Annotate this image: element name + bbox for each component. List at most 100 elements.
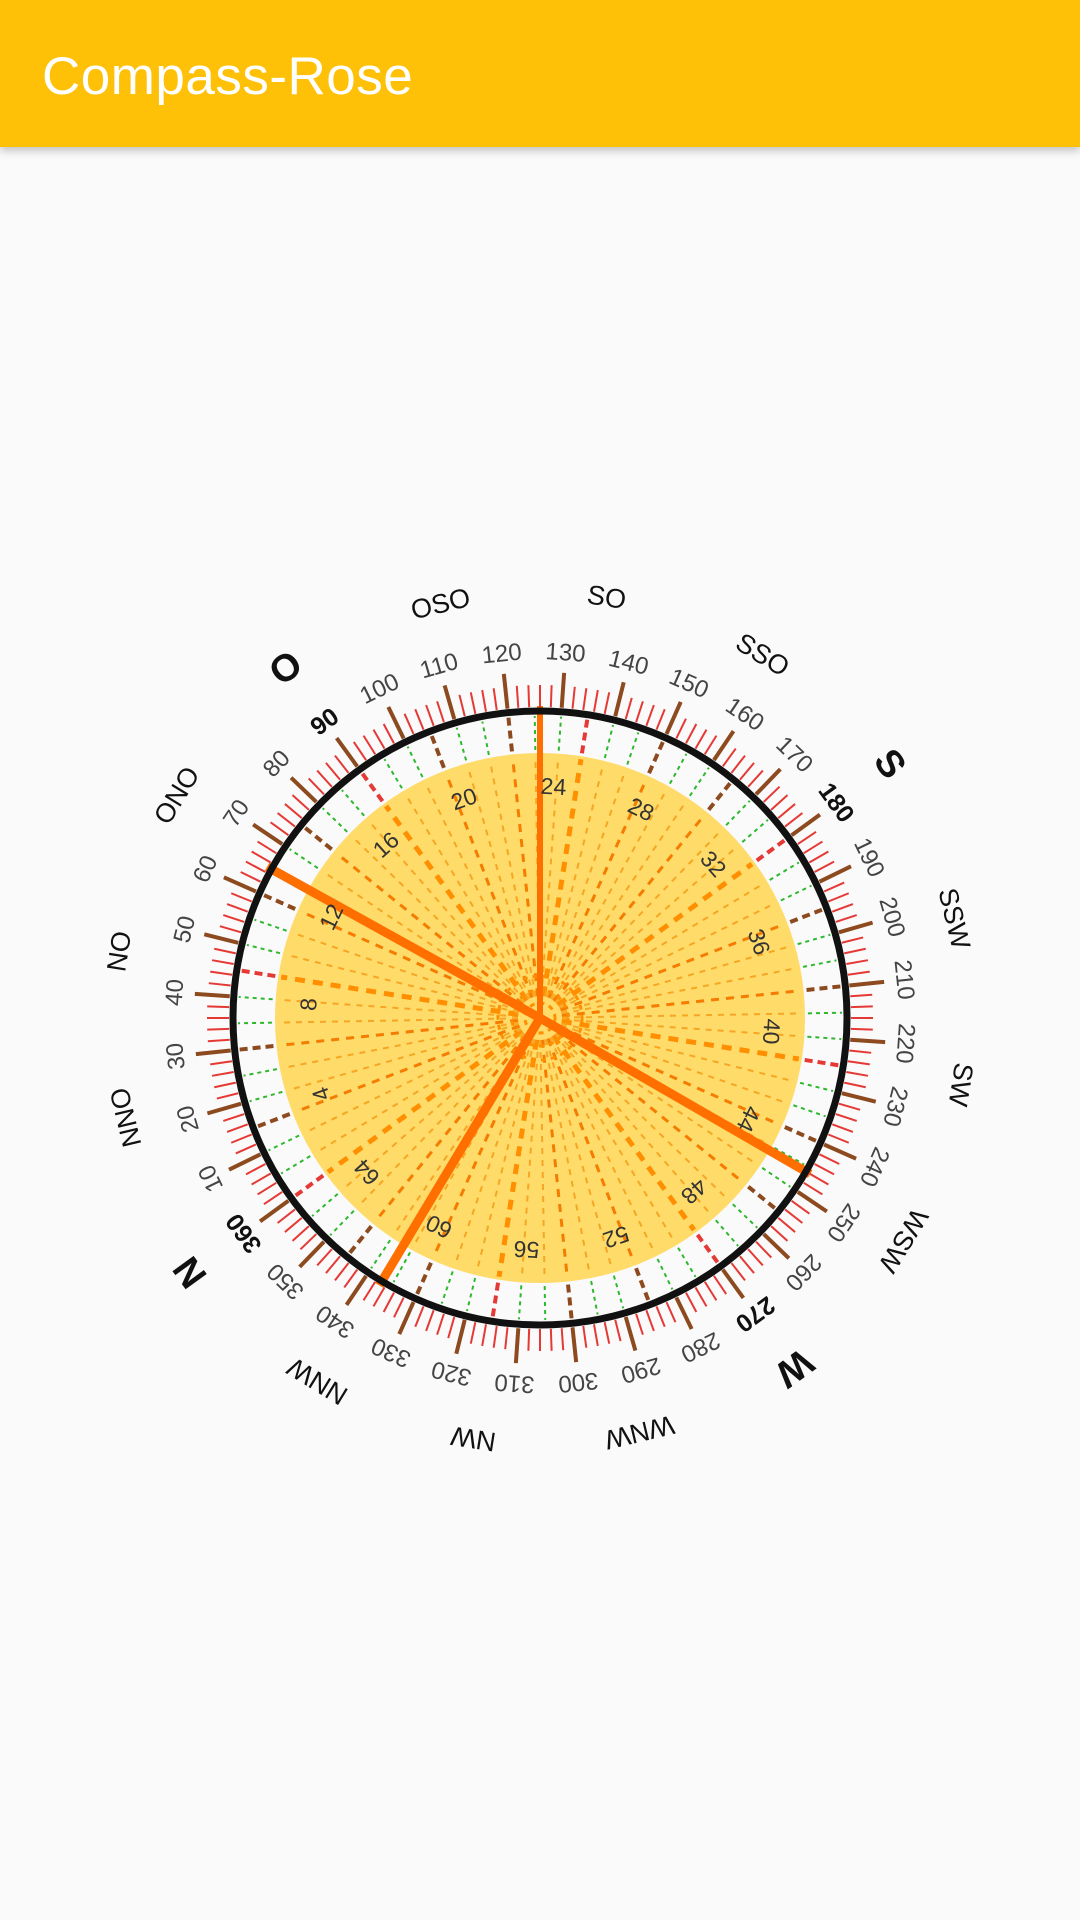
inner-spoke	[432, 1037, 533, 1258]
minor-tick	[814, 1163, 835, 1176]
minor-tick	[362, 735, 377, 755]
degree-label-360: 360	[220, 1208, 267, 1258]
degree-label-220: 220	[890, 1023, 920, 1065]
inner-spoke	[553, 1033, 713, 1217]
major-tick	[223, 875, 257, 894]
band-tick	[517, 1285, 523, 1320]
minor-tick	[393, 1297, 405, 1318]
inner-spoke	[552, 813, 707, 1002]
direction-label-ssw: SSW	[932, 885, 976, 952]
minor-tick	[425, 704, 435, 727]
minor-tick	[481, 689, 487, 712]
band-tick	[263, 893, 296, 911]
inner-label-8: 8	[295, 997, 322, 1011]
degree-label-140: 140	[606, 645, 651, 681]
degree-label-290: 290	[618, 1351, 664, 1388]
minor-tick	[703, 735, 718, 755]
minor-tick	[492, 1325, 498, 1348]
degree-label-130: 130	[545, 638, 587, 668]
major-tick	[841, 1091, 877, 1104]
major-tick	[206, 1101, 242, 1116]
minor-tick	[835, 914, 858, 923]
minor-tick	[549, 685, 553, 708]
inner-spoke	[561, 1018, 802, 1038]
major-tick	[790, 813, 822, 837]
inner-spoke	[511, 757, 540, 997]
inner-spoke	[278, 1017, 519, 1024]
band-tick	[341, 789, 365, 817]
inner-spoke	[540, 758, 584, 997]
band-tick	[789, 907, 823, 924]
inner-spoke	[341, 1031, 525, 1191]
band-tick	[695, 1233, 720, 1264]
major-tick	[674, 1296, 694, 1330]
minor-tick	[665, 1301, 677, 1323]
minor-tick	[214, 1081, 237, 1089]
inner-spoke	[560, 1024, 789, 1105]
inner-spoke	[453, 1038, 534, 1267]
minor-tick	[403, 713, 415, 735]
band-tick	[590, 1280, 599, 1315]
minor-tick	[582, 688, 588, 711]
minor-tick	[372, 1286, 386, 1307]
degree-label-70: 70	[218, 795, 255, 832]
band-tick	[557, 716, 563, 751]
band-tick	[793, 1104, 826, 1118]
band-tick	[669, 753, 688, 785]
inner-spoke	[560, 922, 786, 1012]
inner-spoke	[558, 882, 766, 1008]
minor-tick	[549, 1328, 553, 1351]
direction-label-w: W	[767, 1340, 821, 1395]
inner-spoke	[322, 870, 523, 1007]
degree-label-310: 310	[494, 1368, 536, 1398]
major-tick	[258, 1199, 290, 1223]
inner-spoke	[540, 1039, 569, 1279]
direction-label-oso: OSO	[408, 582, 473, 625]
inner-spoke	[287, 1023, 520, 1092]
minor-tick	[235, 1143, 257, 1155]
minor-tick	[230, 1133, 253, 1144]
band-tick	[490, 1282, 501, 1317]
degree-label-90: 90	[305, 702, 344, 741]
minor-tick	[843, 947, 866, 955]
degree-label-190: 190	[848, 834, 890, 882]
inner-spoke	[544, 763, 605, 997]
band-tick	[241, 968, 276, 979]
minor-tick	[808, 850, 829, 864]
band-tick	[603, 724, 615, 759]
minor-tick	[291, 1225, 310, 1242]
band-tick	[543, 1285, 547, 1320]
major-tick	[754, 767, 782, 796]
minor-tick	[797, 830, 817, 845]
minor-tick	[343, 1269, 359, 1288]
major-tick	[664, 701, 683, 735]
band-tick	[612, 1275, 625, 1309]
major-tick	[228, 1152, 262, 1172]
band-tick	[254, 918, 287, 932]
minor-tick	[334, 754, 350, 774]
degree-label-120: 120	[480, 638, 523, 669]
minor-tick	[207, 1027, 230, 1031]
minor-tick	[655, 708, 666, 731]
minor-tick	[685, 1292, 698, 1313]
inner-spoke	[559, 902, 776, 1010]
band-tick	[329, 1210, 355, 1236]
minor-tick	[425, 1309, 435, 1332]
minor-tick	[603, 1321, 611, 1344]
inner-spoke	[294, 1024, 520, 1114]
minor-tick	[436, 1313, 445, 1336]
inner-spoke	[383, 804, 530, 1002]
minor-tick	[847, 1060, 870, 1066]
band-tick	[677, 1247, 697, 1278]
direction-label-so: SO	[585, 579, 628, 615]
app-title: Compass-Rose	[42, 47, 414, 106]
inner-spoke	[555, 1032, 730, 1201]
minor-tick	[251, 1172, 272, 1186]
inner-spoke	[543, 1039, 591, 1276]
band-tick	[715, 1219, 739, 1247]
inner-spoke	[300, 910, 521, 1011]
minor-tick	[838, 1102, 861, 1111]
minor-tick	[770, 1225, 789, 1242]
band-tick	[769, 861, 800, 881]
